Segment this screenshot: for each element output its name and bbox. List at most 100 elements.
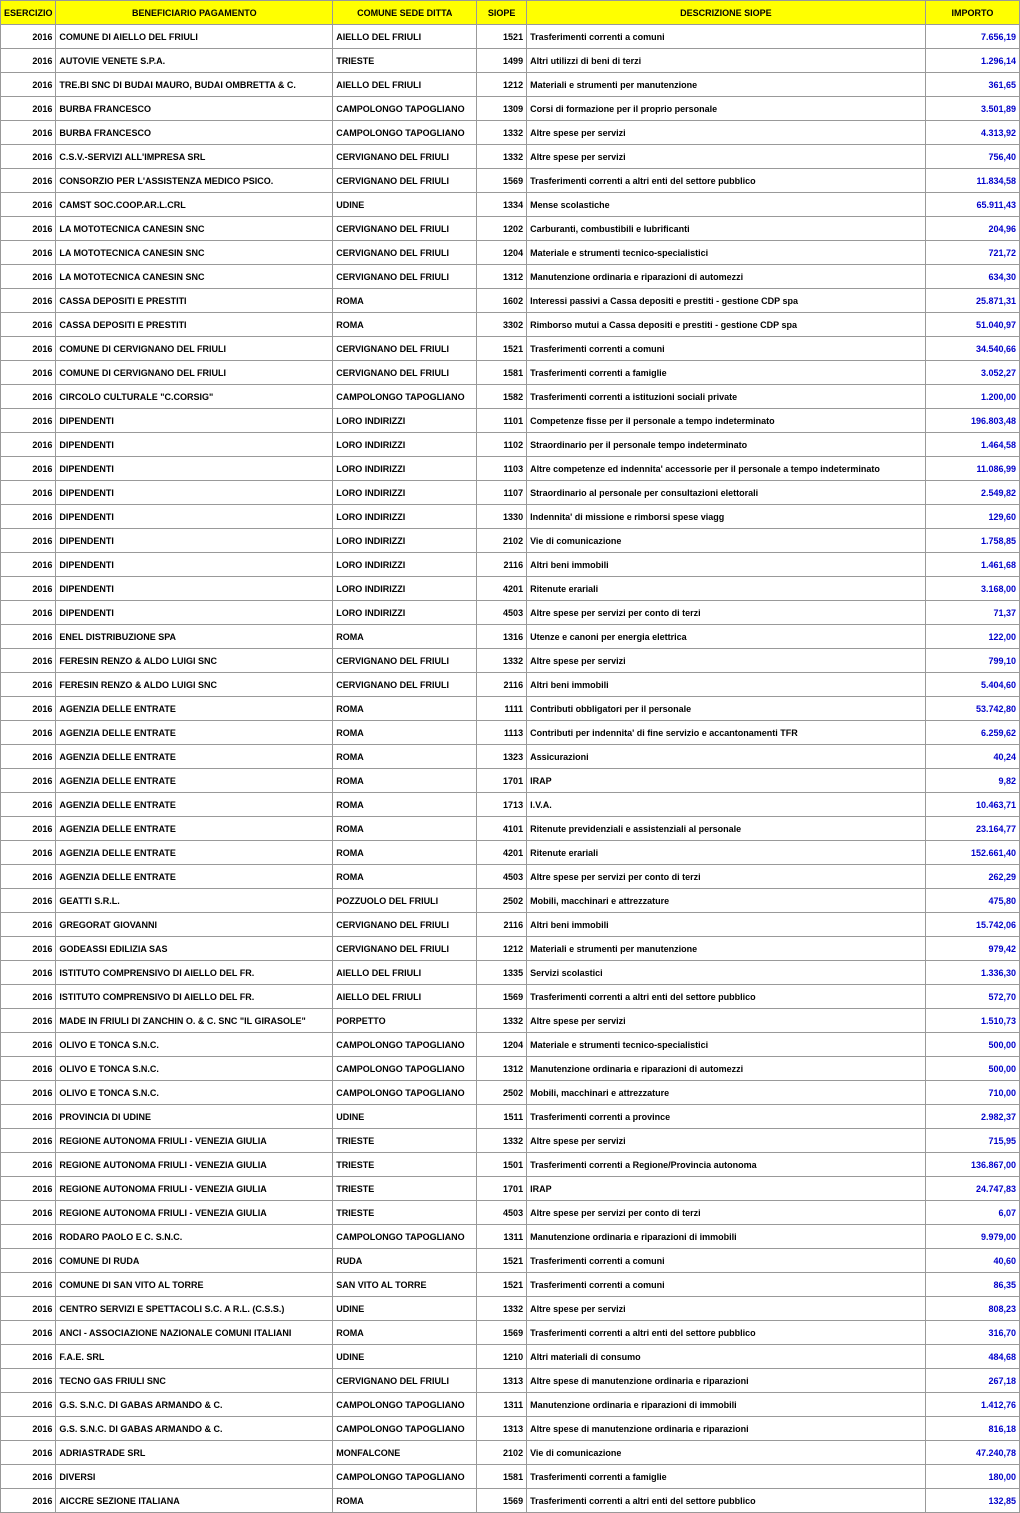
table-cell: Trasferimenti correnti a famiglie (527, 361, 926, 385)
table-cell: MONFALCONE (333, 1441, 477, 1465)
table-cell: GREGORAT GIOVANNI (56, 913, 333, 937)
table-cell: 2016 (1, 49, 56, 73)
table-cell: Interessi passivi a Cassa depositi e pre… (527, 289, 926, 313)
table-cell: 2502 (477, 1081, 527, 1105)
table-cell: Trasferimenti correnti a province (527, 1105, 926, 1129)
table-cell: 9,82 (925, 769, 1019, 793)
table-cell: 3.052,27 (925, 361, 1019, 385)
table-cell: 136.867,00 (925, 1153, 1019, 1177)
table-cell: 4503 (477, 1201, 527, 1225)
table-cell: ANCI - ASSOCIAZIONE NAZIONALE COMUNI ITA… (56, 1321, 333, 1345)
table-cell: DIPENDENTI (56, 601, 333, 625)
table-cell: 2016 (1, 721, 56, 745)
table-cell: 11.086,99 (925, 457, 1019, 481)
table-cell: TRIESTE (333, 1177, 477, 1201)
table-cell: 2016 (1, 601, 56, 625)
col-importo: IMPORTO (925, 1, 1019, 25)
table-cell: 7.656,19 (925, 25, 1019, 49)
col-comune: COMUNE SEDE DITTA (333, 1, 477, 25)
table-cell: 2016 (1, 289, 56, 313)
table-cell: 132,85 (925, 1489, 1019, 1513)
table-cell: 2016 (1, 1153, 56, 1177)
table-row: 2016GODEASSI EDILIZIA SASCERVIGNANO DEL … (1, 937, 1020, 961)
table-cell: OLIVO E TONCA S.N.C. (56, 1081, 333, 1105)
table-cell: 2016 (1, 1321, 56, 1345)
table-cell: 1569 (477, 1489, 527, 1513)
table-cell: 2016 (1, 577, 56, 601)
table-cell: 152.661,40 (925, 841, 1019, 865)
table-cell: 1581 (477, 361, 527, 385)
table-cell: CAMPOLONGO TAPOGLIANO (333, 1225, 477, 1249)
table-cell: DIPENDENTI (56, 481, 333, 505)
table-cell: 1521 (477, 25, 527, 49)
table-cell: COMUNE DI CERVIGNANO DEL FRIULI (56, 337, 333, 361)
table-cell: G.S. S.N.C. DI GABAS ARMANDO & C. (56, 1417, 333, 1441)
table-row: 2016DIPENDENTILORO INDIRIZZI1101Competen… (1, 409, 1020, 433)
table-row: 2016AUTOVIE VENETE S.P.A.TRIESTE1499Altr… (1, 49, 1020, 73)
table-cell: 1309 (477, 97, 527, 121)
table-cell: 196.803,48 (925, 409, 1019, 433)
table-cell: Altre spese per servizi per conto di ter… (527, 601, 926, 625)
table-row: 2016COMUNE DI AIELLO DEL FRIULIAIELLO DE… (1, 25, 1020, 49)
table-cell: 1113 (477, 721, 527, 745)
table-cell: 1212 (477, 937, 527, 961)
table-cell: 1313 (477, 1417, 527, 1441)
table-cell: 500,00 (925, 1057, 1019, 1081)
table-cell: 204,96 (925, 217, 1019, 241)
table-cell: 808,23 (925, 1297, 1019, 1321)
table-cell: LORO INDIRIZZI (333, 505, 477, 529)
table-cell: Ritenute erariali (527, 577, 926, 601)
table-cell: CAMPOLONGO TAPOGLIANO (333, 121, 477, 145)
table-row: 2016LA MOTOTECNICA CANESIN SNCCERVIGNANO… (1, 217, 1020, 241)
table-cell: 1.758,85 (925, 529, 1019, 553)
table-cell: 816,18 (925, 1417, 1019, 1441)
table-cell: Altre spese per servizi per conto di ter… (527, 865, 926, 889)
table-cell: 2016 (1, 1465, 56, 1489)
table-row: 2016REGIONE AUTONOMA FRIULI - VENEZIA GI… (1, 1201, 1020, 1225)
table-cell: LA MOTOTECNICA CANESIN SNC (56, 217, 333, 241)
table-cell: 3302 (477, 313, 527, 337)
table-cell: Manutenzione ordinaria e riparazioni di … (527, 1393, 926, 1417)
table-cell: DIPENDENTI (56, 433, 333, 457)
table-cell: 1312 (477, 265, 527, 289)
table-cell: Assicurazioni (527, 745, 926, 769)
table-cell: 1701 (477, 1177, 527, 1201)
table-cell: COMUNE DI SAN VITO AL TORRE (56, 1273, 333, 1297)
table-cell: 262,29 (925, 865, 1019, 889)
table-cell: 715,95 (925, 1129, 1019, 1153)
table-row: 2016DIPENDENTILORO INDIRIZZI2116Altri be… (1, 553, 1020, 577)
table-row: 2016F.A.E. SRLUDINE1210Altri materiali d… (1, 1345, 1020, 1369)
table-row: 2016ISTITUTO COMPRENSIVO DI AIELLO DEL F… (1, 961, 1020, 985)
table-cell: 129,60 (925, 505, 1019, 529)
table-cell: 2016 (1, 25, 56, 49)
col-beneficiario: BENEFICIARIO PAGAMENTO (56, 1, 333, 25)
table-cell: 2016 (1, 1033, 56, 1057)
table-cell: CENTRO SERVIZI E SPETTACOLI S.C. A R.L. … (56, 1297, 333, 1321)
table-cell: 2016 (1, 97, 56, 121)
table-cell: AIELLO DEL FRIULI (333, 985, 477, 1009)
table-row: 2016TRE.BI SNC DI BUDAI MAURO, BUDAI OMB… (1, 73, 1020, 97)
table-cell: AGENZIA DELLE ENTRATE (56, 793, 333, 817)
table-cell: 1332 (477, 121, 527, 145)
table-cell: LORO INDIRIZZI (333, 433, 477, 457)
table-row: 2016COMUNE DI SAN VITO AL TORRESAN VITO … (1, 1273, 1020, 1297)
table-cell: 4503 (477, 865, 527, 889)
table-cell: CAMPOLONGO TAPOGLIANO (333, 1081, 477, 1105)
table-cell: Altre spese per servizi (527, 1129, 926, 1153)
table-cell: 3.168,00 (925, 577, 1019, 601)
table-cell: Manutenzione ordinaria e riparazioni di … (527, 1057, 926, 1081)
table-cell: CERVIGNANO DEL FRIULI (333, 337, 477, 361)
table-row: 2016PROVINCIA DI UDINEUDINE1511Trasferim… (1, 1105, 1020, 1129)
table-cell: LORO INDIRIZZI (333, 409, 477, 433)
table-cell: IRAP (527, 769, 926, 793)
table-row: 2016AGENZIA DELLE ENTRATEROMA1113Contrib… (1, 721, 1020, 745)
table-cell: Trasferimenti correnti a altri enti del … (527, 169, 926, 193)
table-cell: DIPENDENTI (56, 577, 333, 601)
table-cell: 9.979,00 (925, 1225, 1019, 1249)
table-cell: BURBA FRANCESCO (56, 97, 333, 121)
table-row: 2016AGENZIA DELLE ENTRATEROMA1323Assicur… (1, 745, 1020, 769)
table-cell: 710,00 (925, 1081, 1019, 1105)
table-cell: 2016 (1, 73, 56, 97)
table-cell: Contributi obbligatori per il personale (527, 697, 926, 721)
table-row: 2016DIPENDENTILORO INDIRIZZI2102Vie di c… (1, 529, 1020, 553)
